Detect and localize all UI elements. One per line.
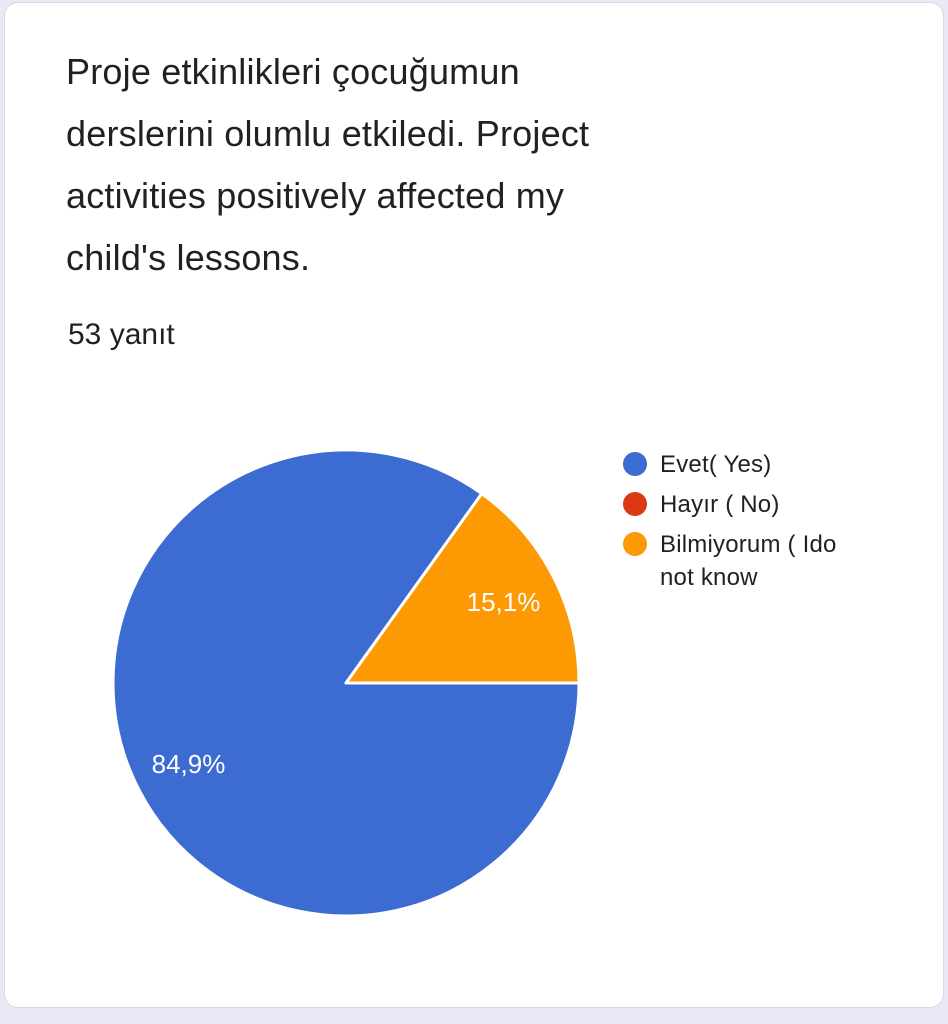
question-title-line: child's lessons. bbox=[66, 237, 311, 278]
legend-item: Evet( Yes) bbox=[623, 448, 913, 481]
chart-legend: Evet( Yes) Hayır ( No) Bilmiyorum ( Ido not… bbox=[623, 448, 913, 601]
pie-slice-2[interactable] bbox=[344, 492, 581, 685]
legend-label: Evet( Yes) bbox=[660, 448, 771, 481]
legend-label-line: Bilmiyorum ( Ido bbox=[660, 531, 837, 558]
legend-label: Bilmiyorum ( Ido not know bbox=[660, 528, 837, 594]
question-title-line: derslerini olumlu etkiledi. Project bbox=[66, 113, 590, 154]
pie-chart: 84,9% 15,1% bbox=[111, 448, 581, 918]
legend-label-line: Evet( Yes) bbox=[660, 451, 772, 478]
legend-label-line: not know bbox=[660, 564, 758, 591]
response-count: 53 yanıt bbox=[68, 318, 175, 351]
pie-slice-percent-label: 84,9% bbox=[152, 749, 226, 779]
legend-label: Hayır ( No) bbox=[660, 488, 780, 521]
question-title: Proje etkinlikleri çocuğumun derslerini o… bbox=[66, 41, 766, 289]
legend-item: Hayır ( No) bbox=[623, 488, 913, 521]
legend-item: Bilmiyorum ( Ido not know bbox=[623, 528, 913, 594]
legend-color-dot bbox=[623, 452, 647, 476]
legend-label-line: Hayır ( No) bbox=[660, 491, 780, 518]
legend-color-dot bbox=[623, 532, 647, 556]
pie-slice-percent-label: 15,1% bbox=[467, 587, 541, 617]
question-title-line: activities positively affected my bbox=[66, 175, 565, 216]
legend-color-dot bbox=[623, 492, 647, 516]
question-result-card: Proje etkinlikleri çocuğumun derslerini o… bbox=[4, 2, 944, 1008]
question-title-line: Proje etkinlikleri çocuğumun bbox=[66, 51, 520, 92]
